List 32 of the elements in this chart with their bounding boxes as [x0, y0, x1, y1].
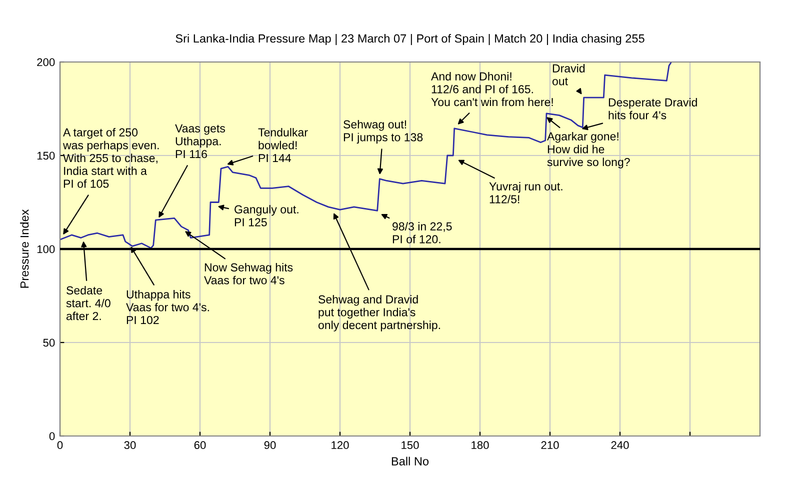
annotation: Uthappa hits Vaas for two 4's. PI 102: [126, 290, 209, 324]
annotation: A target of 250 was perhaps even. With 255 to chase, India start with a PI of 105: [62, 128, 159, 188]
annotation: Agarkar gone! How did he survive so long?: [547, 132, 630, 168]
annotation: Sehwag out! PI jumps to 138: [344, 120, 423, 144]
y-tick-label: 0: [49, 432, 55, 440]
x-tick-label: 90: [264, 441, 276, 450]
y-axis-title: Pressure Index: [20, 209, 29, 288]
annotation: Sehwag and Dravid put together India's only decent partnership.: [318, 295, 440, 332]
x-tick-label: 0: [57, 441, 63, 450]
x-tick-label: 60: [194, 441, 206, 450]
x-tick-label: 180: [472, 441, 489, 450]
annotation: Dravid out: [552, 64, 585, 86]
annotation: And now Dhoni! 112/6 and PI of 165. You can't win from here!: [431, 72, 553, 106]
y-tick-label: 50: [43, 338, 55, 347]
annotation: Now Sehwag hits Vaas for two 4's: [204, 263, 293, 284]
y-tick-label: 150: [37, 152, 55, 160]
annotation: Tendulkar bowled! PI 144: [258, 128, 308, 162]
x-tick-label: 210: [541, 441, 559, 450]
annotation: Yuvraj run out. 112/5!: [489, 182, 562, 204]
x-tick-label: 30: [124, 441, 136, 450]
annotation: Vaas gets Uthappa. PI 116: [175, 124, 225, 158]
x-tick-label: 120: [332, 441, 349, 450]
annotation: 98/3 in 22,5 PI of 120.: [392, 222, 452, 244]
x-axis-title: Ball No: [392, 456, 429, 466]
annotation: Desperate Dravid hits four 4's: [608, 98, 697, 120]
y-tick-label: 100: [37, 245, 55, 254]
y-tick-label: 200: [37, 58, 55, 66]
chart-title: Sri Lanka-India Pressure Map | 23 March 07 | Port of Spain | Match 20 | India chasing 255: [176, 34, 644, 46]
annotation: Sedate start. 4/0 after 2.: [66, 286, 110, 320]
annotation: Ganguly out. PI 125: [234, 205, 298, 226]
x-tick-label: 150: [402, 441, 419, 450]
x-tick-label: 240: [611, 441, 629, 450]
